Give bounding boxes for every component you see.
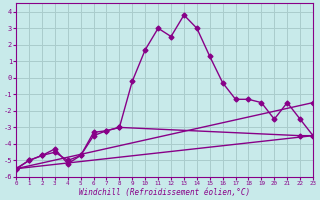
X-axis label: Windchill (Refroidissement éolien,°C): Windchill (Refroidissement éolien,°C)	[79, 188, 250, 197]
